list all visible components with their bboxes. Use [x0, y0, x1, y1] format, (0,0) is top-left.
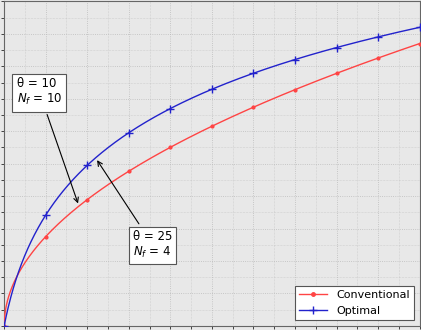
Legend: Conventional, Optimal: Conventional, Optimal — [295, 286, 414, 320]
Text: θ = 10
$N_f$ = 10: θ = 10 $N_f$ = 10 — [17, 77, 78, 202]
Text: θ = 25
$N_f$ = 4: θ = 25 $N_f$ = 4 — [98, 161, 172, 260]
